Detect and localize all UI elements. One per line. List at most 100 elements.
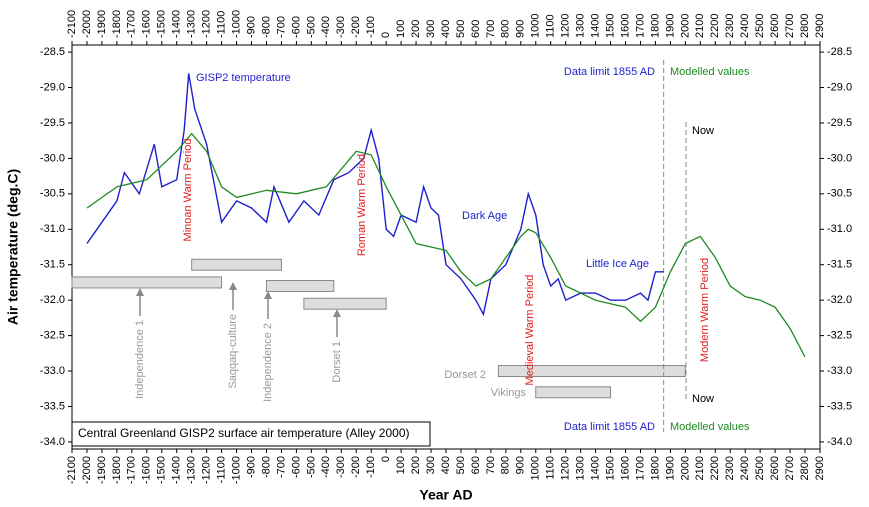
x-tick-label-top: 2800 (799, 14, 811, 38)
x-tick-label: -1300 (186, 456, 198, 484)
x-tick-label-top: 400 (440, 20, 452, 38)
x-tick-label: 700 (485, 456, 497, 474)
x-tick-label: 2200 (709, 456, 721, 480)
x-tick-label: -500 (305, 456, 317, 478)
x-tick-label-top: -2100 (66, 10, 78, 38)
x-tick-label: 900 (515, 456, 527, 474)
x-tick-label: -800 (260, 456, 272, 478)
x-tick-label-top: -700 (275, 16, 287, 38)
culture-bar (265, 279, 335, 292)
period-label: Roman Warm Period (356, 154, 368, 256)
x-tick-label-top: 1200 (560, 14, 572, 38)
x-tick-label-top: -1100 (216, 11, 228, 38)
x-tick-label-top: 300 (425, 20, 437, 38)
x-tick-label: 800 (500, 456, 512, 474)
x-tick-label-top: -800 (260, 16, 272, 38)
x-tick-label-top: 100 (395, 20, 407, 38)
annotation: Data limit 1855 AD (564, 66, 655, 78)
y-tick-label-right: -34.0 (827, 436, 852, 448)
x-tick-label-top: 500 (455, 20, 467, 38)
x-tick-label-top: -200 (350, 16, 362, 38)
annotation: Data limit 1855 AD (564, 421, 655, 433)
x-tick-label-top: 1900 (664, 14, 676, 38)
x-tick-label-top: 2300 (724, 14, 736, 38)
x-tick-label-top: -1200 (201, 10, 213, 38)
x-tick-label-top: 0 (380, 32, 392, 38)
x-tick-label: -300 (335, 456, 347, 478)
arrow-head (333, 309, 341, 317)
x-tick-label: 1700 (634, 456, 646, 480)
x-tick-label-top: -1900 (96, 10, 108, 38)
x-tick-label-top: 1100 (545, 14, 557, 38)
x-tick-label: -700 (275, 456, 287, 478)
y-tick-label-right: -31.0 (827, 223, 852, 235)
y-tick-label: -29.0 (40, 81, 65, 93)
y-tick-label: -32.5 (40, 330, 65, 342)
x-tick-label: 1000 (530, 456, 542, 480)
x-tick-label: 2300 (724, 456, 736, 480)
x-tick-label-top: -1800 (111, 10, 123, 38)
arrow-head (264, 291, 272, 299)
annotation: Modelled values (670, 66, 750, 78)
x-tick-label-top: 1600 (619, 14, 631, 38)
x-tick-label-top: -1400 (171, 10, 183, 38)
y-tick-label-right: -28.5 (827, 46, 852, 58)
x-tick-label-top: 2000 (679, 14, 691, 38)
culture-bar (71, 276, 223, 289)
x-tick-label: 0 (380, 456, 392, 462)
x-tick-label: 2900 (814, 456, 826, 480)
x-tick-label: -1700 (126, 456, 138, 484)
x-tick-label-top: 2400 (739, 14, 751, 38)
x-tick-label: 1100 (545, 456, 557, 480)
culture-label: Dorset 1 (331, 341, 343, 383)
x-tick-label: -2100 (66, 456, 78, 484)
culture-label: Independence 1 (134, 320, 146, 399)
x-tick-label-top: 2600 (769, 14, 781, 38)
y-tick-label-right: -30.5 (827, 188, 852, 200)
x-tick-label-top: 600 (470, 20, 482, 38)
x-axis-label: Year AD (419, 487, 472, 503)
y-axis-label: Air temperature (deg.C) (5, 169, 21, 325)
arrow-head (136, 288, 144, 296)
x-tick-label-top: 2500 (754, 14, 766, 38)
annotation: Now (692, 393, 714, 405)
y-tick-label: -33.0 (40, 365, 65, 377)
y-tick-label-right: -30.0 (827, 152, 852, 164)
annotation: Little Ice Age (586, 258, 649, 270)
x-tick-label: 1300 (575, 456, 587, 480)
x-tick-label: 2800 (799, 456, 811, 480)
culture-label: Saqqaq-culture (227, 314, 239, 389)
x-tick-label: 1400 (590, 456, 602, 480)
culture-label: Independence 2 (262, 323, 274, 402)
x-tick-label-top: 1000 (530, 14, 542, 38)
annotation: GISP2 temperature (196, 72, 291, 84)
period-label: Medieval Warm Period (524, 275, 536, 386)
culture-bar (191, 258, 282, 271)
x-tick-label-top: 900 (515, 20, 527, 38)
y-tick-label: -31.5 (40, 259, 65, 271)
x-tick-label: -600 (290, 456, 302, 478)
annotation: Dorset 2 (444, 369, 486, 381)
series-line (86, 132, 806, 358)
x-tick-label: 1900 (664, 456, 676, 480)
x-tick-label-top: 700 (485, 20, 497, 38)
y-tick-label-right: -33.0 (827, 365, 852, 377)
x-tick-label-top: 2200 (709, 14, 721, 38)
x-tick-label: 300 (425, 456, 437, 474)
x-tick-label: 100 (395, 456, 407, 474)
y-tick-label-right: -32.5 (827, 330, 852, 342)
y-tick-label-right: -33.5 (827, 400, 852, 412)
period-label: Minoan Warm Period (182, 139, 194, 242)
y-tick-label: -33.5 (40, 400, 65, 412)
x-tick-label: 500 (455, 456, 467, 474)
x-tick-label-top: -500 (305, 16, 317, 38)
x-tick-label-top: 1500 (604, 14, 616, 38)
chart-title: Central Greenland GISP2 surface air temp… (78, 426, 410, 440)
period-label: Modern Warm Period (699, 258, 711, 362)
x-tick-label: -200 (350, 456, 362, 478)
x-tick-label-top: -1000 (230, 10, 242, 38)
x-tick-label: -1500 (156, 456, 168, 484)
x-tick-label: 1800 (649, 456, 661, 480)
x-tick-label: 1600 (619, 456, 631, 480)
x-tick-label-top: 1700 (634, 14, 646, 38)
